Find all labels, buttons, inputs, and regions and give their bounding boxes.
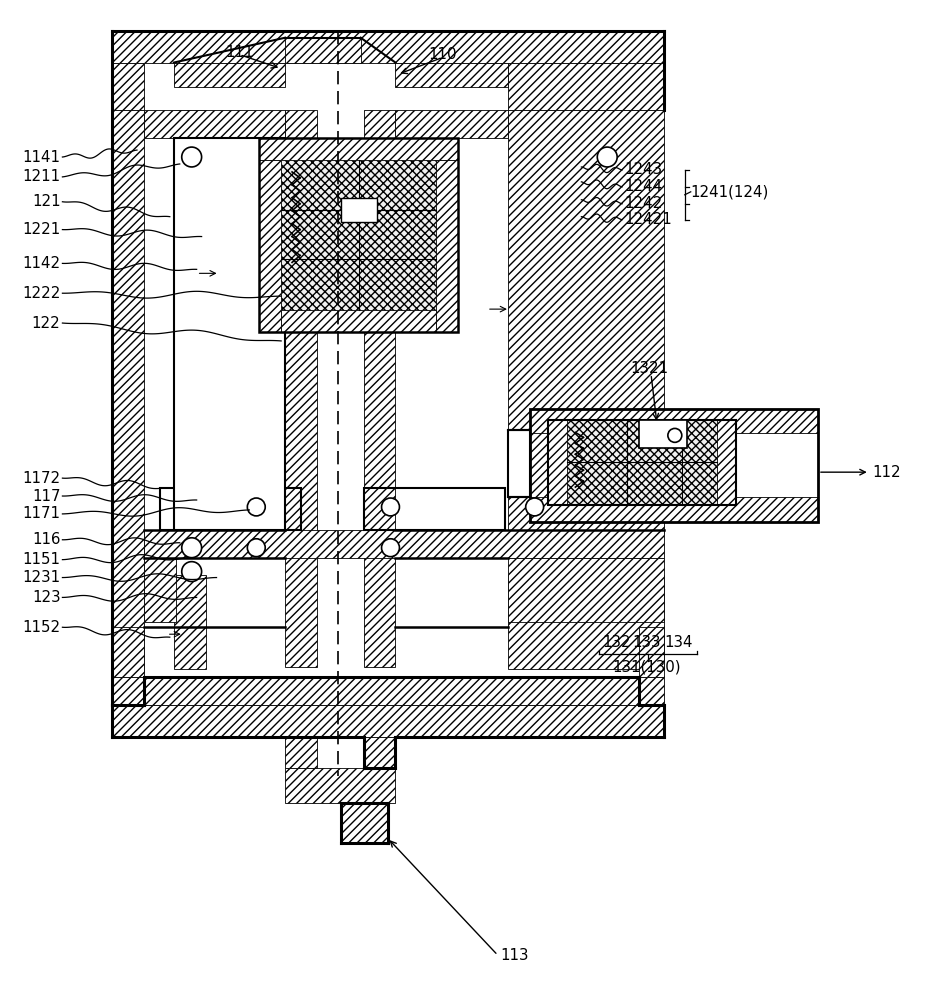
Bar <box>341 803 388 843</box>
Text: 112: 112 <box>873 465 902 480</box>
Text: 1241(124): 1241(124) <box>691 184 770 199</box>
Bar <box>259 138 458 160</box>
Bar <box>639 420 687 448</box>
Text: 123: 123 <box>31 590 61 605</box>
Bar <box>174 110 205 538</box>
Bar <box>112 63 144 110</box>
Bar <box>281 310 436 332</box>
Bar <box>317 110 364 667</box>
Text: 122: 122 <box>31 316 61 331</box>
Text: 110: 110 <box>428 47 456 62</box>
Bar <box>530 497 818 522</box>
Bar <box>508 558 664 622</box>
Bar <box>285 737 317 768</box>
Text: 116: 116 <box>32 532 61 547</box>
Text: 1242: 1242 <box>624 196 662 211</box>
Circle shape <box>247 539 265 557</box>
Text: 121: 121 <box>31 194 61 209</box>
Text: 1172: 1172 <box>22 471 61 486</box>
Text: 1142: 1142 <box>22 256 61 271</box>
Text: 1151: 1151 <box>23 552 61 567</box>
Text: 12421: 12421 <box>624 212 672 227</box>
Text: 134: 134 <box>665 635 694 650</box>
Bar <box>341 803 388 843</box>
Circle shape <box>525 498 543 516</box>
Bar <box>508 110 664 533</box>
Bar <box>436 160 458 332</box>
Bar <box>508 430 530 497</box>
Circle shape <box>181 538 201 558</box>
Bar <box>285 38 361 63</box>
Bar <box>174 138 285 530</box>
Bar <box>112 627 144 677</box>
Bar <box>259 138 458 332</box>
Bar <box>281 160 436 310</box>
Circle shape <box>382 539 399 557</box>
Bar <box>259 160 281 332</box>
Text: 1141: 1141 <box>23 150 61 165</box>
Bar <box>160 488 301 530</box>
Bar <box>174 575 205 669</box>
Bar <box>567 420 716 505</box>
Bar <box>364 737 395 768</box>
Bar <box>508 575 664 669</box>
Bar <box>144 530 664 558</box>
Text: 1221: 1221 <box>22 222 61 237</box>
Bar <box>112 677 664 705</box>
Text: 1152: 1152 <box>22 620 61 635</box>
Text: 133: 133 <box>633 635 661 650</box>
Text: 1171: 1171 <box>23 506 61 521</box>
Text: 117: 117 <box>32 489 61 504</box>
Circle shape <box>181 147 201 167</box>
Bar <box>285 110 317 667</box>
Bar <box>112 110 144 672</box>
Bar <box>547 420 567 505</box>
Bar <box>364 488 504 530</box>
Text: 1243: 1243 <box>624 162 662 177</box>
Circle shape <box>247 498 265 516</box>
Bar <box>508 63 664 110</box>
Bar <box>112 705 664 737</box>
Bar <box>547 420 736 505</box>
Text: 111: 111 <box>225 45 254 60</box>
Text: 131(130): 131(130) <box>613 660 681 675</box>
Bar <box>174 63 285 87</box>
Text: 113: 113 <box>500 948 528 963</box>
Bar <box>395 63 508 87</box>
Circle shape <box>668 428 682 442</box>
Bar <box>144 558 176 622</box>
Circle shape <box>598 147 618 167</box>
Bar <box>364 110 395 667</box>
Bar <box>530 409 818 522</box>
Bar <box>395 110 508 138</box>
Circle shape <box>382 498 399 516</box>
Bar <box>716 420 736 505</box>
Bar <box>639 627 664 677</box>
Text: 1244: 1244 <box>624 179 662 194</box>
Circle shape <box>181 562 201 582</box>
Text: 1231: 1231 <box>22 570 61 585</box>
Bar <box>341 803 388 843</box>
Bar <box>530 409 818 433</box>
Bar <box>285 768 395 803</box>
Bar <box>341 198 376 222</box>
Bar <box>144 110 285 138</box>
Text: 132: 132 <box>602 635 631 650</box>
Bar <box>112 31 664 63</box>
Text: 1321: 1321 <box>630 361 668 376</box>
Text: 1211: 1211 <box>22 169 61 184</box>
Text: 1222: 1222 <box>22 286 61 301</box>
